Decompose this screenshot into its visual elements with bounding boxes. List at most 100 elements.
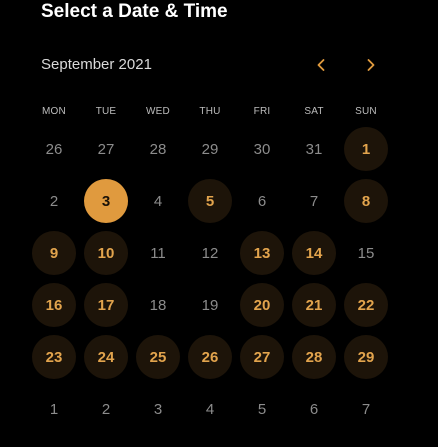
day-disabled: 2 <box>49 192 59 210</box>
day-button[interactable]: 26 <box>188 335 232 379</box>
day-disabled: 5 <box>257 400 267 418</box>
day-button[interactable]: 21 <box>292 283 336 327</box>
day-button[interactable]: 13 <box>240 231 284 275</box>
chevron-right-icon <box>367 59 375 71</box>
calendar-cell: 14 <box>288 227 340 279</box>
weekday-label: THU <box>199 106 221 117</box>
day-disabled: 6 <box>309 400 319 418</box>
day-button[interactable]: 28 <box>292 335 336 379</box>
day-button[interactable]: 5 <box>188 179 232 223</box>
calendar-cell: 12 <box>184 227 236 279</box>
weekday-label: MON <box>42 106 66 117</box>
calendar-cell: 5 <box>184 175 236 227</box>
day-disabled: 18 <box>149 296 167 314</box>
calendar-cell: 8 <box>340 175 392 227</box>
day-disabled: 29 <box>201 140 219 158</box>
weekday-label: WED <box>146 106 170 117</box>
calendar-cell: 30 <box>236 123 288 175</box>
calendar-cell: 3 <box>132 383 184 435</box>
calendar-cell: 29 <box>184 123 236 175</box>
calendar-cell: 1 <box>28 383 80 435</box>
day-disabled: 4 <box>205 400 215 418</box>
calendar-cell: 28 <box>288 331 340 383</box>
calendar-cell: 5 <box>236 383 288 435</box>
day-disabled: 11 <box>150 244 166 262</box>
weekday-label: FRI <box>253 106 271 117</box>
day-disabled: 2 <box>101 400 111 418</box>
calendar-grid: 26 27 28 29 30 31 1 2 3 4 5 6 7 8 9 10 11 12 13 14 15 16 17 18 1… <box>28 123 392 435</box>
calendar-cell: 19 <box>184 279 236 331</box>
day-button[interactable]: 25 <box>136 335 180 379</box>
day-disabled: 19 <box>201 296 219 314</box>
day-disabled: 31 <box>305 140 323 158</box>
calendar-cell: 17 <box>80 279 132 331</box>
calendar-cell: 23 <box>28 331 80 383</box>
day-disabled: 30 <box>253 140 271 158</box>
day-button[interactable]: 16 <box>32 283 76 327</box>
day-disabled: 12 <box>201 244 219 262</box>
weekday-label: SAT <box>304 106 324 117</box>
next-month-button[interactable] <box>359 55 383 75</box>
month-label: September 2021 <box>41 56 152 73</box>
prev-month-button[interactable] <box>309 55 333 75</box>
day-disabled: 15 <box>357 244 375 262</box>
calendar-cell: 15 <box>340 227 392 279</box>
day-disabled: 26 <box>45 140 63 158</box>
calendar-cell: 20 <box>236 279 288 331</box>
day-button[interactable]: 10 <box>84 231 128 275</box>
day-disabled: 3 <box>153 400 163 418</box>
calendar-cell: 26 <box>184 331 236 383</box>
calendar-cell: 3 <box>80 175 132 227</box>
calendar-cell: 28 <box>132 123 184 175</box>
day-button[interactable]: 22 <box>344 283 388 327</box>
calendar-cell: 9 <box>28 227 80 279</box>
day-button[interactable]: 24 <box>84 335 128 379</box>
calendar-cell: 2 <box>28 175 80 227</box>
calendar-cell: 27 <box>80 123 132 175</box>
calendar-cell: 7 <box>288 175 340 227</box>
calendar-cell: 1 <box>340 123 392 175</box>
weekday-header: MON TUE WED THU FRI SAT SUN <box>28 106 392 117</box>
day-button[interactable]: 29 <box>344 335 388 379</box>
calendar-cell: 7 <box>340 383 392 435</box>
day-disabled: 7 <box>361 400 371 418</box>
calendar-cell: 24 <box>80 331 132 383</box>
day-disabled: 28 <box>149 140 167 158</box>
day-disabled: 27 <box>97 140 115 158</box>
weekday-label: SUN <box>355 106 377 117</box>
day-button[interactable]: 20 <box>240 283 284 327</box>
calendar-cell: 6 <box>288 383 340 435</box>
day-button[interactable]: 9 <box>32 231 76 275</box>
calendar-cell: 25 <box>132 331 184 383</box>
calendar-cell: 13 <box>236 227 288 279</box>
weekday-label: TUE <box>95 106 117 117</box>
calendar-cell: 22 <box>340 279 392 331</box>
day-disabled: 6 <box>257 192 267 210</box>
calendar-cell: 4 <box>184 383 236 435</box>
calendar-cell: 29 <box>340 331 392 383</box>
calendar-cell: 26 <box>28 123 80 175</box>
day-button[interactable]: 23 <box>32 335 76 379</box>
calendar-cell: 4 <box>132 175 184 227</box>
calendar-cell: 18 <box>132 279 184 331</box>
day-button[interactable]: 1 <box>344 127 388 171</box>
calendar-cell: 10 <box>80 227 132 279</box>
day-button[interactable]: 14 <box>292 231 336 275</box>
calendar-cell: 11 <box>132 227 184 279</box>
calendar-cell: 21 <box>288 279 340 331</box>
day-disabled: 1 <box>49 400 59 418</box>
day-button-selected[interactable]: 3 <box>84 179 128 223</box>
day-disabled: 4 <box>153 192 163 210</box>
day-button[interactable]: 27 <box>240 335 284 379</box>
day-button[interactable]: 8 <box>344 179 388 223</box>
calendar-cell: 31 <box>288 123 340 175</box>
calendar-cell: 27 <box>236 331 288 383</box>
calendar-cell: 2 <box>80 383 132 435</box>
day-disabled: 7 <box>309 192 319 210</box>
chevron-left-icon <box>317 59 325 71</box>
day-button[interactable]: 17 <box>84 283 128 327</box>
page-title: Select a Date & Time <box>41 1 228 22</box>
calendar-cell: 16 <box>28 279 80 331</box>
calendar-cell: 6 <box>236 175 288 227</box>
